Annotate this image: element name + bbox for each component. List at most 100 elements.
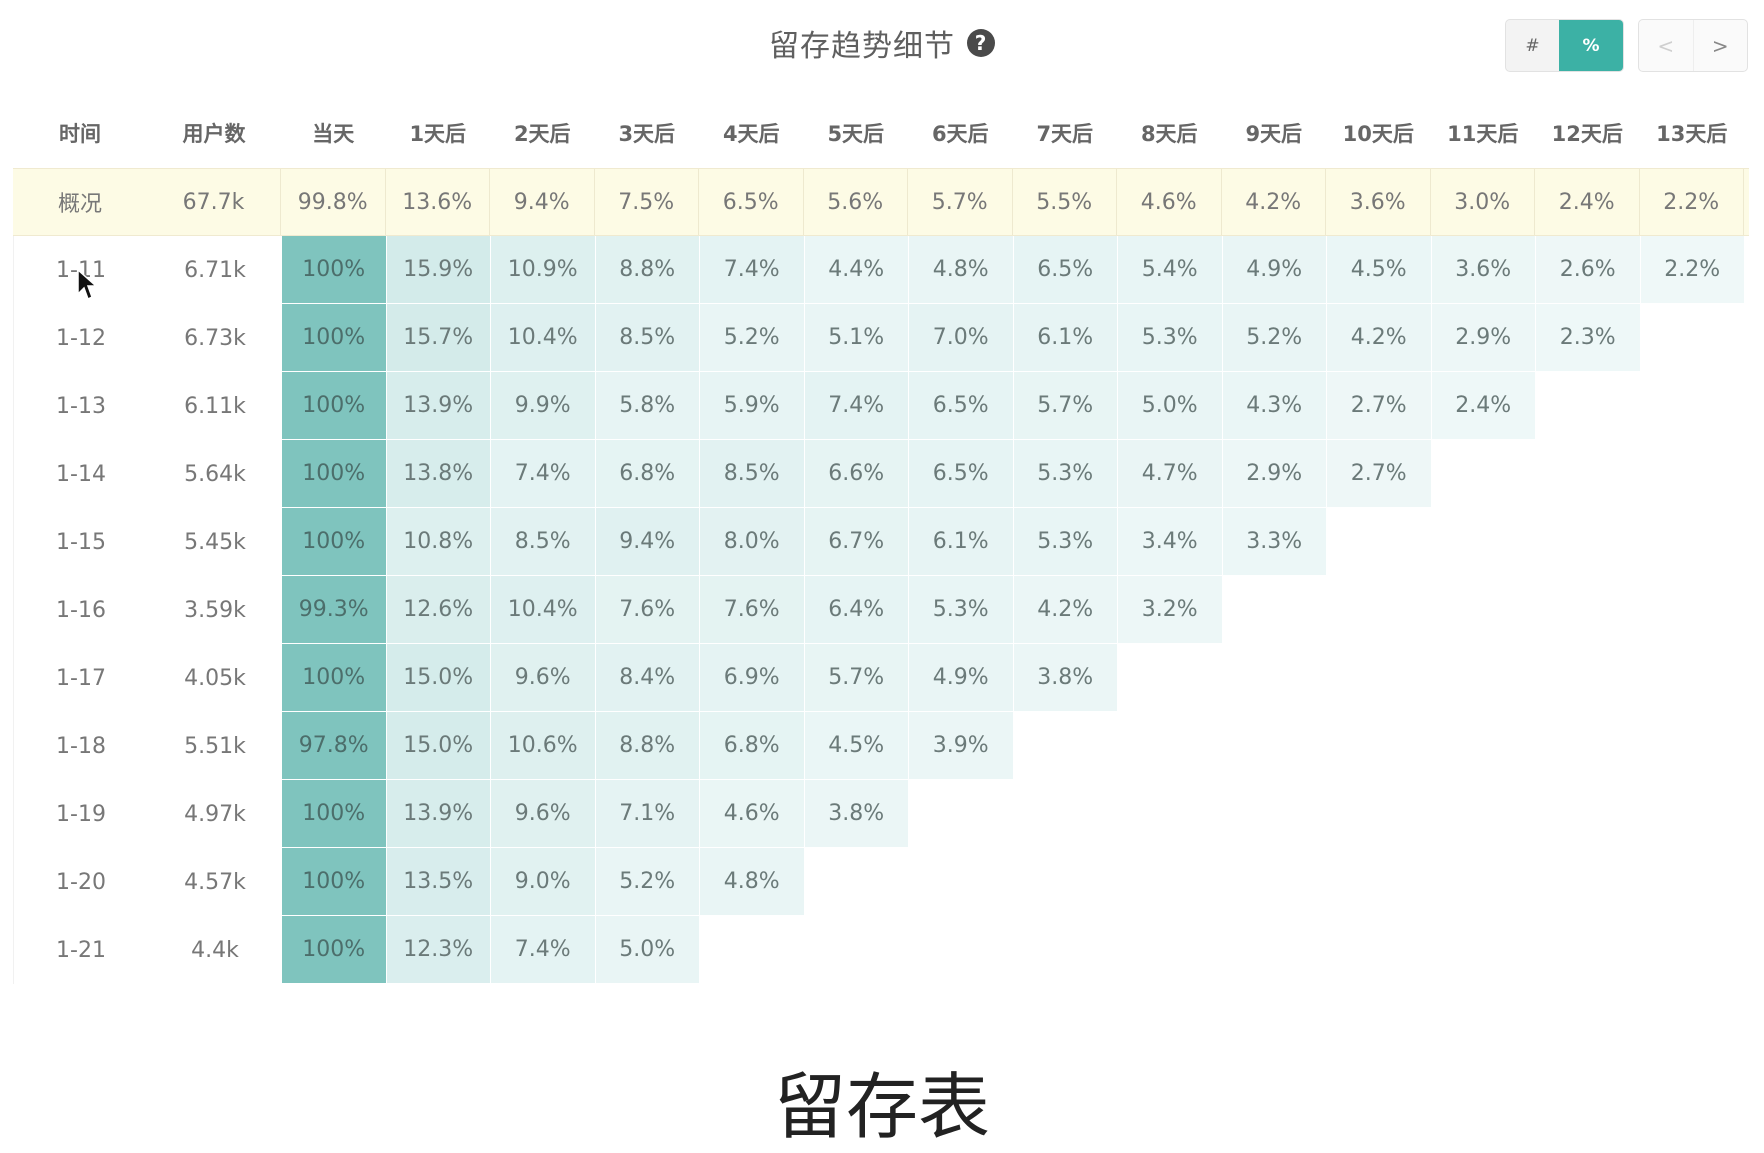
- table-row[interactable]: 1-13 6.11k 100% 13.9% 9.9% 5.8% 5.9% 7.4% 6.5% 5.…: [13, 372, 1749, 440]
- table-row[interactable]: 1-21 4.4k 100% 12.3% 7.4% 5.0%: [13, 916, 1749, 984]
- column-header: 6天后: [931, 122, 989, 146]
- retention-cell: 100%: [282, 644, 387, 712]
- row-users: 5.64k: [184, 461, 246, 487]
- prev-page-button[interactable]: <: [1639, 20, 1694, 71]
- row-date: 1-16: [56, 597, 106, 623]
- retention-cell: 8.4%: [595, 644, 700, 712]
- percent-mode-button[interactable]: %: [1559, 20, 1623, 71]
- table-row[interactable]: 1-20 4.57k 100% 13.5% 9.0% 5.2% 4.8%: [13, 848, 1749, 916]
- mouse-pointer-icon: [77, 268, 98, 301]
- retention-cell: 2.9%: [1222, 440, 1327, 508]
- retention-cell: 6.6%: [804, 440, 909, 508]
- column-header: 用户数: [182, 122, 246, 146]
- count-mode-button[interactable]: #: [1525, 35, 1540, 56]
- summary-cell: 5.5%: [1013, 169, 1117, 235]
- retention-cell: 2.4%: [1431, 372, 1536, 440]
- retention-cell: 5.3%: [1013, 508, 1118, 576]
- retention-cell: 3.9%: [909, 712, 1014, 780]
- retention-cell: 4.6%: [700, 780, 805, 848]
- column-header: 11天后: [1447, 122, 1519, 146]
- column-header: 13天后: [1656, 122, 1728, 146]
- retention-cell: 13.8%: [386, 440, 491, 508]
- retention-cell: 7.4%: [491, 440, 596, 508]
- retention-cell: 7.4%: [491, 916, 596, 984]
- retention-cell: 7.6%: [700, 576, 805, 644]
- retention-cell: 12.6%: [386, 576, 491, 644]
- column-header: 10天后: [1342, 122, 1414, 146]
- retention-cell: 100%: [282, 372, 387, 440]
- retention-cell: 10.8%: [386, 508, 491, 576]
- retention-cell: 7.4%: [700, 236, 805, 304]
- retention-cell: 9.0%: [491, 848, 596, 916]
- column-header: 7天后: [1036, 122, 1094, 146]
- retention-cell: 2.6%: [1536, 236, 1641, 304]
- table-row[interactable]: 1-14 5.64k 100% 13.8% 7.4% 6.8% 8.5% 6.6% 6.5% 5.…: [13, 440, 1749, 508]
- retention-cell: 5.2%: [700, 304, 805, 372]
- summary-cell: 99.8%: [281, 169, 386, 235]
- row-users: 4.05k: [184, 665, 246, 691]
- retention-cell: 5.3%: [1013, 440, 1118, 508]
- table-row[interactable]: 1-19 4.97k 100% 13.9% 9.6% 7.1% 4.6% 3.8%: [13, 780, 1749, 848]
- table-row[interactable]: 1-15 5.45k 100% 10.8% 8.5% 9.4% 8.0% 6.7% 6.1% 5.…: [13, 508, 1749, 576]
- retention-cell: 4.2%: [1327, 304, 1432, 372]
- retention-cell: 8.5%: [595, 304, 700, 372]
- retention-cell: 8.5%: [491, 508, 596, 576]
- retention-cell: 5.1%: [804, 304, 909, 372]
- retention-cell: 8.5%: [700, 440, 805, 508]
- retention-cell: 3.6%: [1431, 236, 1536, 304]
- retention-cell: 8.0%: [700, 508, 805, 576]
- retention-cell: 13.9%: [386, 780, 491, 848]
- retention-cell: 6.8%: [700, 712, 805, 780]
- retention-cell: 100%: [282, 916, 387, 984]
- row-date: 1-19: [56, 801, 106, 827]
- table-row[interactable]: 1-12 6.73k 100% 15.7% 10.4% 8.5% 5.2% 5.1% 7.0% 6…: [13, 304, 1749, 372]
- summary-cell: 9.4%: [490, 169, 595, 235]
- retention-cell: 5.2%: [595, 848, 700, 916]
- summary-cell: 3.0%: [1431, 169, 1535, 235]
- row-date: 1-18: [56, 733, 106, 759]
- retention-cell: 5.3%: [909, 576, 1014, 644]
- retention-cell: 9.4%: [595, 508, 700, 576]
- retention-cell: 9.6%: [491, 780, 596, 848]
- summary-cell: 5.6%: [804, 169, 908, 235]
- retention-cell: 4.4%: [804, 236, 909, 304]
- retention-cell: 4.5%: [1327, 236, 1432, 304]
- retention-cell: 9.6%: [491, 644, 596, 712]
- retention-cell: 6.1%: [909, 508, 1014, 576]
- retention-cell: 9.9%: [491, 372, 596, 440]
- page-title: 留存趋势细节: [769, 29, 955, 64]
- display-mode-toggle: # %: [1505, 19, 1624, 72]
- row-date: 1-21: [56, 937, 106, 963]
- retention-cell: 4.8%: [909, 236, 1014, 304]
- summary-cell: 6.5%: [699, 169, 804, 235]
- next-page-button[interactable]: >: [1711, 33, 1729, 58]
- column-header: 4天后: [722, 122, 780, 146]
- retention-cell: 8.8%: [595, 712, 700, 780]
- summary-cell: 4.2%: [1222, 169, 1326, 235]
- summary-cell: 4.6%: [1117, 169, 1222, 235]
- row-date: 1-12: [56, 325, 106, 351]
- table-row[interactable]: 1-17 4.05k 100% 15.0% 9.6% 8.4% 6.9% 5.7% 4.9% 3.…: [13, 644, 1749, 712]
- retention-cell: 2.7%: [1327, 372, 1432, 440]
- data-rows: 1-11 6.71k 100% 15.9% 10.9% 8.8% 7.4% 4.4% 4.8% 6…: [13, 236, 1749, 984]
- retention-cell: 100%: [282, 236, 387, 304]
- column-header: 9天后: [1245, 122, 1303, 146]
- retention-cell: 5.8%: [595, 372, 700, 440]
- row-users: 4.57k: [184, 869, 246, 895]
- retention-cell: 5.7%: [1013, 372, 1118, 440]
- retention-cell: 13.5%: [386, 848, 491, 916]
- retention-cell: 5.9%: [700, 372, 805, 440]
- table-row[interactable]: 1-18 5.51k 97.8% 15.0% 10.6% 8.8% 6.8% 4.5% 3.9%: [13, 712, 1749, 780]
- retention-table: 时间 用户数 当天 1天后 2天后 3天后 4天后 5天后 6天后 7天后 8天后 9天后 10天后 11…: [13, 98, 1749, 984]
- question-circle-icon[interactable]: ?: [967, 29, 995, 57]
- retention-cell: 4.5%: [804, 712, 909, 780]
- retention-cell: 100%: [282, 780, 387, 848]
- retention-cell: 5.3%: [1118, 304, 1223, 372]
- table-row[interactable]: 1-11 6.71k 100% 15.9% 10.9% 8.8% 7.4% 4.4% 4.8% 6…: [13, 236, 1749, 304]
- retention-cell: 10.6%: [491, 712, 596, 780]
- retention-cell: 10.4%: [491, 304, 596, 372]
- retention-cell: 8.8%: [595, 236, 700, 304]
- retention-cell: 6.7%: [804, 508, 909, 576]
- table-row[interactable]: 1-16 3.59k 99.3% 12.6% 10.4% 7.6% 7.6% 6.4% 5.3%…: [13, 576, 1749, 644]
- row-users: 4.97k: [184, 801, 246, 827]
